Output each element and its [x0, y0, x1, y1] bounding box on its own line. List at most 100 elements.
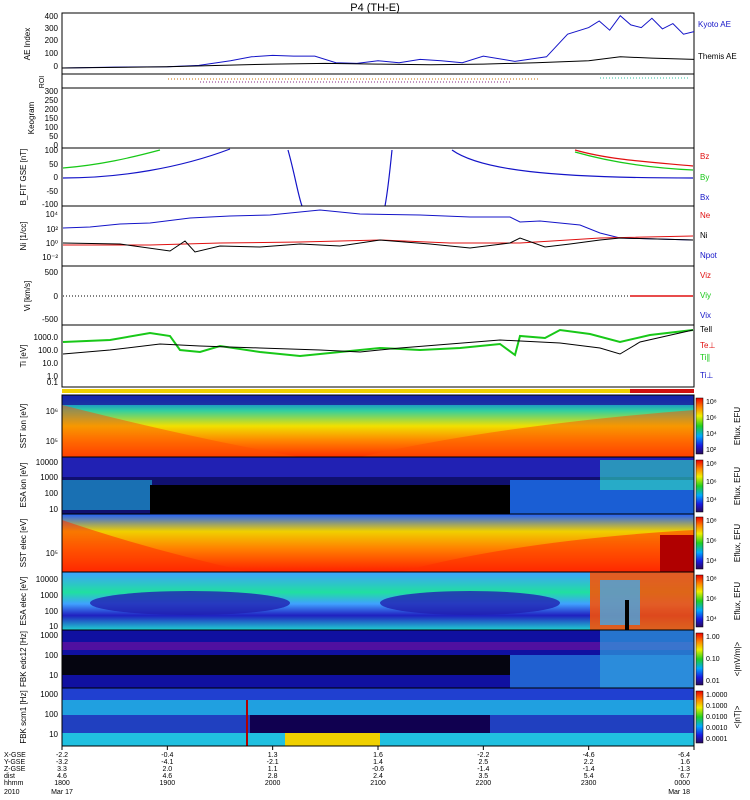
velocity-ytick: 0: [54, 292, 59, 301]
fbk-edc-ytick: 10: [49, 671, 58, 680]
x-tick-label: 1.6: [373, 752, 383, 759]
legend-viz: Viz: [700, 271, 711, 280]
bfield-panel: B_FIT GSE [nT] 100 50 0 -50 -100 Bz By B…: [19, 146, 709, 209]
legend-ni: Ni: [700, 231, 708, 240]
cbar-tick: 0.1000: [706, 703, 728, 710]
fbk-scm-ytick: 1000: [40, 690, 58, 699]
esa-elec-ylabel: ESA elec [eV]: [19, 577, 28, 626]
x-tick-label: -6.4: [678, 752, 690, 759]
fbk-scm-spectrogram: FBK scm1 [Hz] 1000 100 10: [19, 687, 695, 747]
x-tick-label: 2.5: [478, 759, 488, 766]
esa-elec-ytick: 1000: [40, 591, 58, 600]
x-tick-label: 5.4: [584, 773, 594, 780]
cbar-label-sst-elec: Eflux, EFU: [733, 524, 742, 562]
x-tick-label: Mar 18: [668, 789, 690, 796]
x-tick-label: 2.0: [162, 766, 172, 773]
keogram-ylabel: Keogram: [27, 101, 36, 134]
density-ylabel: Ni [1/cc]: [19, 222, 28, 251]
x-tick-label: 2100: [370, 780, 386, 787]
cbar-label-fbk-scm: <|nT|>: [733, 705, 742, 728]
x-tick-label: 2300: [581, 780, 597, 787]
fbk-edc-ytick: 100: [45, 651, 59, 660]
fbk-scm-ytick: 10: [49, 730, 58, 739]
x-tick-label: 0000: [674, 780, 690, 787]
x-tick-label: 1800: [54, 780, 70, 787]
x-tick-label: 2200: [476, 780, 492, 787]
fbk-edc-ylabel: FBK edc12 [Hz]: [19, 631, 28, 687]
x-tick-label: -1.4: [583, 766, 595, 773]
ni-line: [62, 237, 694, 253]
ae-ylabel: AE Index: [23, 28, 32, 60]
sst-elec-spectrogram: SST elec [eV] 10⁵: [19, 513, 695, 573]
x-tick-label: -1.4: [477, 766, 489, 773]
x-tick-label: -3.2: [56, 759, 68, 766]
density-panel: Ni [1/cc] 10⁴ 10² 10⁰ 10⁻² Ne Ni Npot: [19, 205, 718, 267]
x-tick-label: 1.6: [680, 759, 690, 766]
keogram-ytick: 200: [45, 105, 59, 114]
ae-panel: AE Index 400 300 200 100 0 Kyoto AE Them…: [23, 12, 737, 75]
fbk-scm-ytick: 100: [45, 710, 59, 719]
temp-ytick: 0.1: [47, 378, 59, 387]
ae-ytick: 400: [45, 12, 59, 21]
ae-ytick: 300: [45, 24, 59, 33]
x-tick-label: 1.3: [268, 752, 278, 759]
xaxis-row-label: hhmm: [4, 780, 24, 787]
x-tick-label: 2.8: [268, 773, 278, 780]
bfield-ytick: -50: [46, 187, 58, 196]
temperature-panel: Ti [eV] 1000.0 100.0 10.0 1.0 0.1 Tell T…: [19, 324, 715, 388]
temp-ytick: 1.0: [47, 372, 59, 381]
x-tick-label: -4.1: [161, 759, 173, 766]
keogram-ytick: 300: [45, 87, 59, 96]
legend-viy: Viy: [700, 291, 711, 300]
bfield-ytick: 50: [49, 160, 58, 169]
bz-line: [574, 149, 694, 167]
esa-elec-ytick: 100: [45, 607, 59, 616]
x-tick-label: -2.2: [477, 752, 489, 759]
density-ytick: 10⁴: [46, 210, 59, 219]
x-tick-label: -4.6: [583, 752, 595, 759]
kyoto-ae-line: [61, 14, 695, 69]
sst-elec-ylabel: SST elec [eV]: [19, 519, 28, 568]
x-tick-label: 1.1: [268, 766, 278, 773]
xaxis-row-label: Z-GSE: [4, 766, 26, 773]
esa-ion-ylabel: ESA ion [eV]: [19, 463, 28, 508]
x-tick-label: -0.4: [161, 752, 173, 759]
x-tick-label: Mar 17: [51, 789, 73, 796]
legend-bz: Bz: [700, 152, 709, 161]
x-tick-label: -0.6: [372, 766, 384, 773]
cbar-tick: 10⁶: [706, 415, 717, 422]
bfield-ytick: 100: [45, 146, 59, 155]
density-ytick: 10⁰: [46, 239, 58, 248]
sst-elec-ytick: 10⁵: [46, 549, 58, 558]
esa-ion-ytick: 10000: [36, 458, 59, 467]
x-tick-label: 1.4: [373, 759, 383, 766]
density-ytick: 10⁻²: [42, 253, 58, 262]
cbar-label-sst-ion: Eflux, EFU: [733, 407, 742, 445]
temp-ytick: 10.0: [42, 359, 58, 368]
legend-themis-ae: Themis AE: [698, 52, 737, 61]
x-tick-label: -2.2: [56, 752, 68, 759]
bx-line: [62, 148, 694, 207]
cbar-tick: 0.0010: [706, 725, 728, 732]
keogram-ytick: 150: [45, 114, 59, 123]
esa-ion-spectrogram: ESA ion [eV] 10000 1000 100 10: [19, 456, 695, 515]
velocity-ylabel: Vi [km/s]: [23, 281, 32, 312]
bfield-ytick: -100: [42, 200, 59, 209]
x-tick-label: 3.5: [478, 773, 488, 780]
xaxis-row-label: X-GSE: [4, 752, 26, 759]
cbar-tick: 10²: [706, 447, 717, 454]
cbar-tick: 10⁸: [706, 518, 717, 525]
cbar-tick: 0.10: [706, 656, 720, 663]
esa-elec-spectrogram: ESA elec [eV] 10000 1000 100 10: [19, 571, 695, 631]
sst-ion-ytick: 10⁶: [46, 407, 58, 416]
cbar-label-esa-elec: Eflux, EFU: [733, 582, 742, 620]
temperature-ylabel: Ti [eV]: [19, 345, 28, 368]
temp-ytick: 1000.0: [34, 333, 59, 342]
cbar-tick: 10⁶: [706, 538, 717, 545]
cbar-tick: 10⁸: [706, 399, 717, 406]
cbar-tick: 1.0000: [706, 692, 728, 699]
ae-ytick: 0: [54, 62, 59, 71]
cbar-tick: 0.0100: [706, 714, 728, 721]
